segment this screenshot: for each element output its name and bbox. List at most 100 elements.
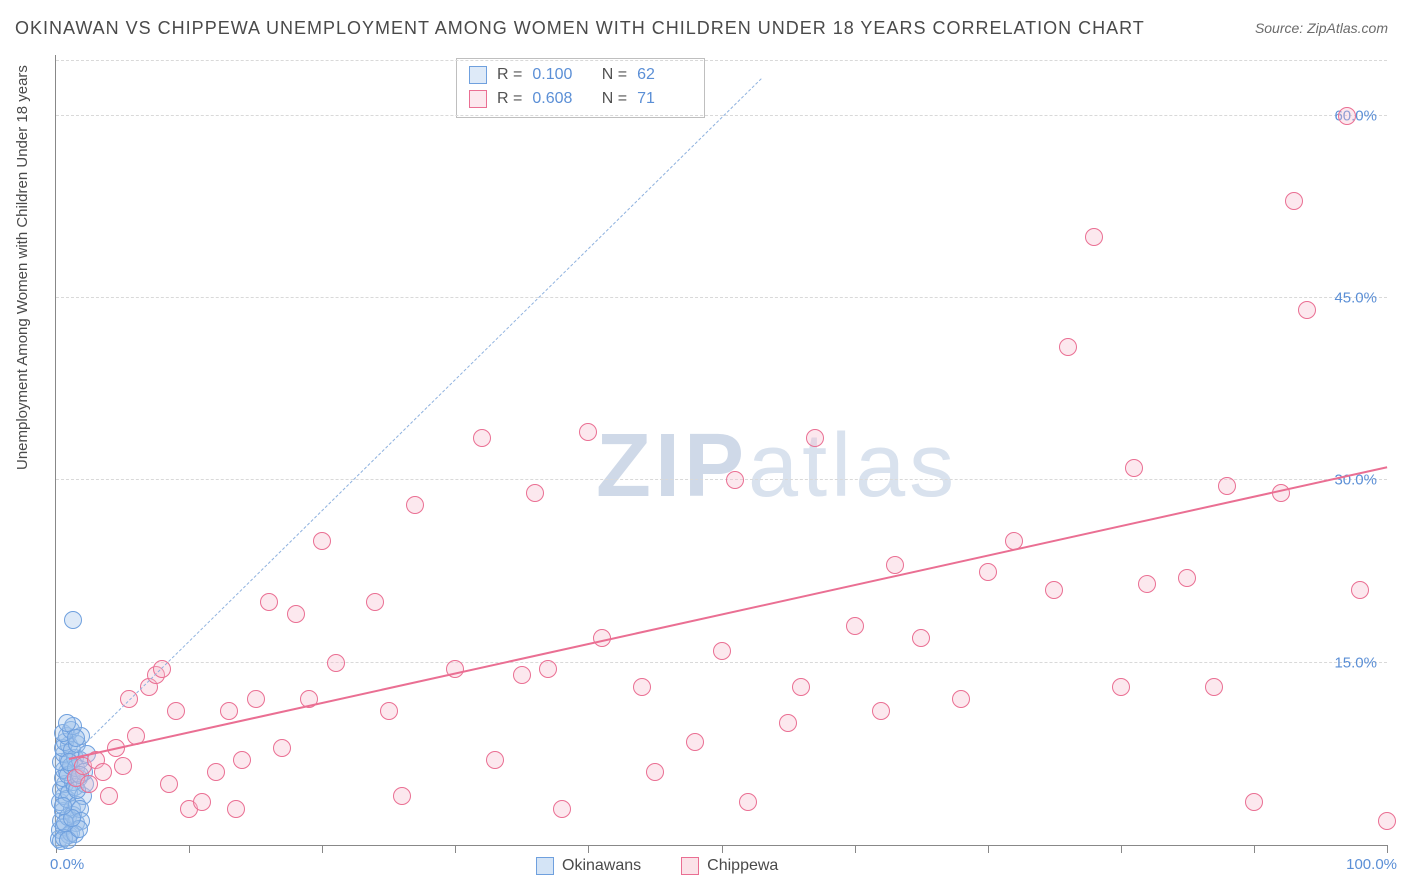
data-point [1138, 575, 1156, 593]
data-point [64, 611, 82, 629]
data-point [100, 787, 118, 805]
data-point [380, 702, 398, 720]
data-point [979, 563, 997, 581]
data-point [1112, 678, 1130, 696]
data-point [1178, 569, 1196, 587]
data-point [686, 733, 704, 751]
grid-line [56, 662, 1387, 663]
stat-label: R = [497, 63, 522, 87]
data-point [806, 429, 824, 447]
legend-item: Chippewa [681, 857, 778, 875]
data-point [713, 642, 731, 660]
data-point [633, 678, 651, 696]
x-tick [189, 845, 190, 853]
data-point [473, 429, 491, 447]
data-point [1218, 477, 1236, 495]
data-point [739, 793, 757, 811]
grid-line [56, 479, 1387, 480]
data-point [1245, 793, 1263, 811]
data-point [792, 678, 810, 696]
data-point [193, 793, 211, 811]
x-tick [1121, 845, 1122, 853]
x-tick [988, 845, 989, 853]
y-tick-label: 45.0% [1326, 290, 1377, 307]
chart-container: OKINAWAN VS CHIPPEWA UNEMPLOYMENT AMONG … [0, 0, 1406, 892]
chart-title: OKINAWAN VS CHIPPEWA UNEMPLOYMENT AMONG … [15, 18, 1145, 39]
x-tick [855, 845, 856, 853]
legend-label: Okinawans [562, 857, 641, 875]
legend-swatch-icon [681, 857, 699, 875]
grid-line [56, 297, 1387, 298]
data-point [1059, 338, 1077, 356]
data-point [872, 702, 890, 720]
x-axis-min-label: 0.0% [50, 856, 84, 873]
data-point [327, 654, 345, 672]
series-legend: Okinawans Chippewa [536, 857, 778, 875]
data-point [220, 702, 238, 720]
legend-item: Okinawans [536, 857, 641, 875]
data-point [54, 797, 72, 815]
data-point [207, 763, 225, 781]
data-point [313, 532, 331, 550]
data-point [247, 690, 265, 708]
stats-row: R = 0.100 N = 62 [469, 63, 692, 87]
stat-r-value: 0.608 [532, 87, 587, 111]
data-point [273, 739, 291, 757]
data-point [366, 593, 384, 611]
stats-legend: R = 0.100 N = 62 R = 0.608 N = 71 [456, 58, 705, 118]
legend-label: Chippewa [707, 857, 778, 875]
data-point [952, 690, 970, 708]
stat-n-value: 62 [637, 63, 692, 87]
data-point [1378, 812, 1396, 830]
data-point [1085, 228, 1103, 246]
grid-line [56, 60, 1387, 61]
stat-label: N = [597, 63, 627, 87]
data-point [287, 605, 305, 623]
data-point [539, 660, 557, 678]
stat-label: R = [497, 87, 522, 111]
y-axis-label: Unemployment Among Women with Children U… [14, 65, 31, 470]
data-point [886, 556, 904, 574]
data-point [1285, 192, 1303, 210]
trend-line [69, 78, 762, 759]
x-tick [322, 845, 323, 853]
data-point [393, 787, 411, 805]
stat-label: N = [597, 87, 627, 111]
data-point [912, 629, 930, 647]
x-tick [722, 845, 723, 853]
data-point [406, 496, 424, 514]
x-tick [455, 845, 456, 853]
stats-row: R = 0.608 N = 71 [469, 87, 692, 111]
legend-swatch-icon [469, 90, 487, 108]
x-tick [588, 845, 589, 853]
data-point [486, 751, 504, 769]
y-tick-label: 15.0% [1326, 654, 1377, 671]
data-point [779, 714, 797, 732]
x-axis-max-label: 100.0% [1346, 856, 1397, 873]
watermark: ZIPatlas [596, 415, 958, 518]
stat-r-value: 0.100 [532, 63, 587, 87]
legend-swatch-icon [469, 66, 487, 84]
x-tick [1254, 845, 1255, 853]
data-point [160, 775, 178, 793]
data-point [526, 484, 544, 502]
data-point [153, 660, 171, 678]
data-point [167, 702, 185, 720]
data-point [513, 666, 531, 684]
data-point [1298, 301, 1316, 319]
data-point [1205, 678, 1223, 696]
source-label: Source: ZipAtlas.com [1255, 20, 1388, 36]
stat-n-value: 71 [637, 87, 692, 111]
data-point [1338, 107, 1356, 125]
data-point [227, 800, 245, 818]
data-point [1045, 581, 1063, 599]
data-point [94, 763, 112, 781]
data-point [553, 800, 571, 818]
data-point [114, 757, 132, 775]
data-point [579, 423, 597, 441]
trend-line [69, 466, 1387, 760]
legend-swatch-icon [536, 857, 554, 875]
data-point [260, 593, 278, 611]
plot-area: ZIPatlas R = 0.100 N = 62R = 0.608 N = 71 0.… [55, 55, 1387, 846]
data-point [846, 617, 864, 635]
